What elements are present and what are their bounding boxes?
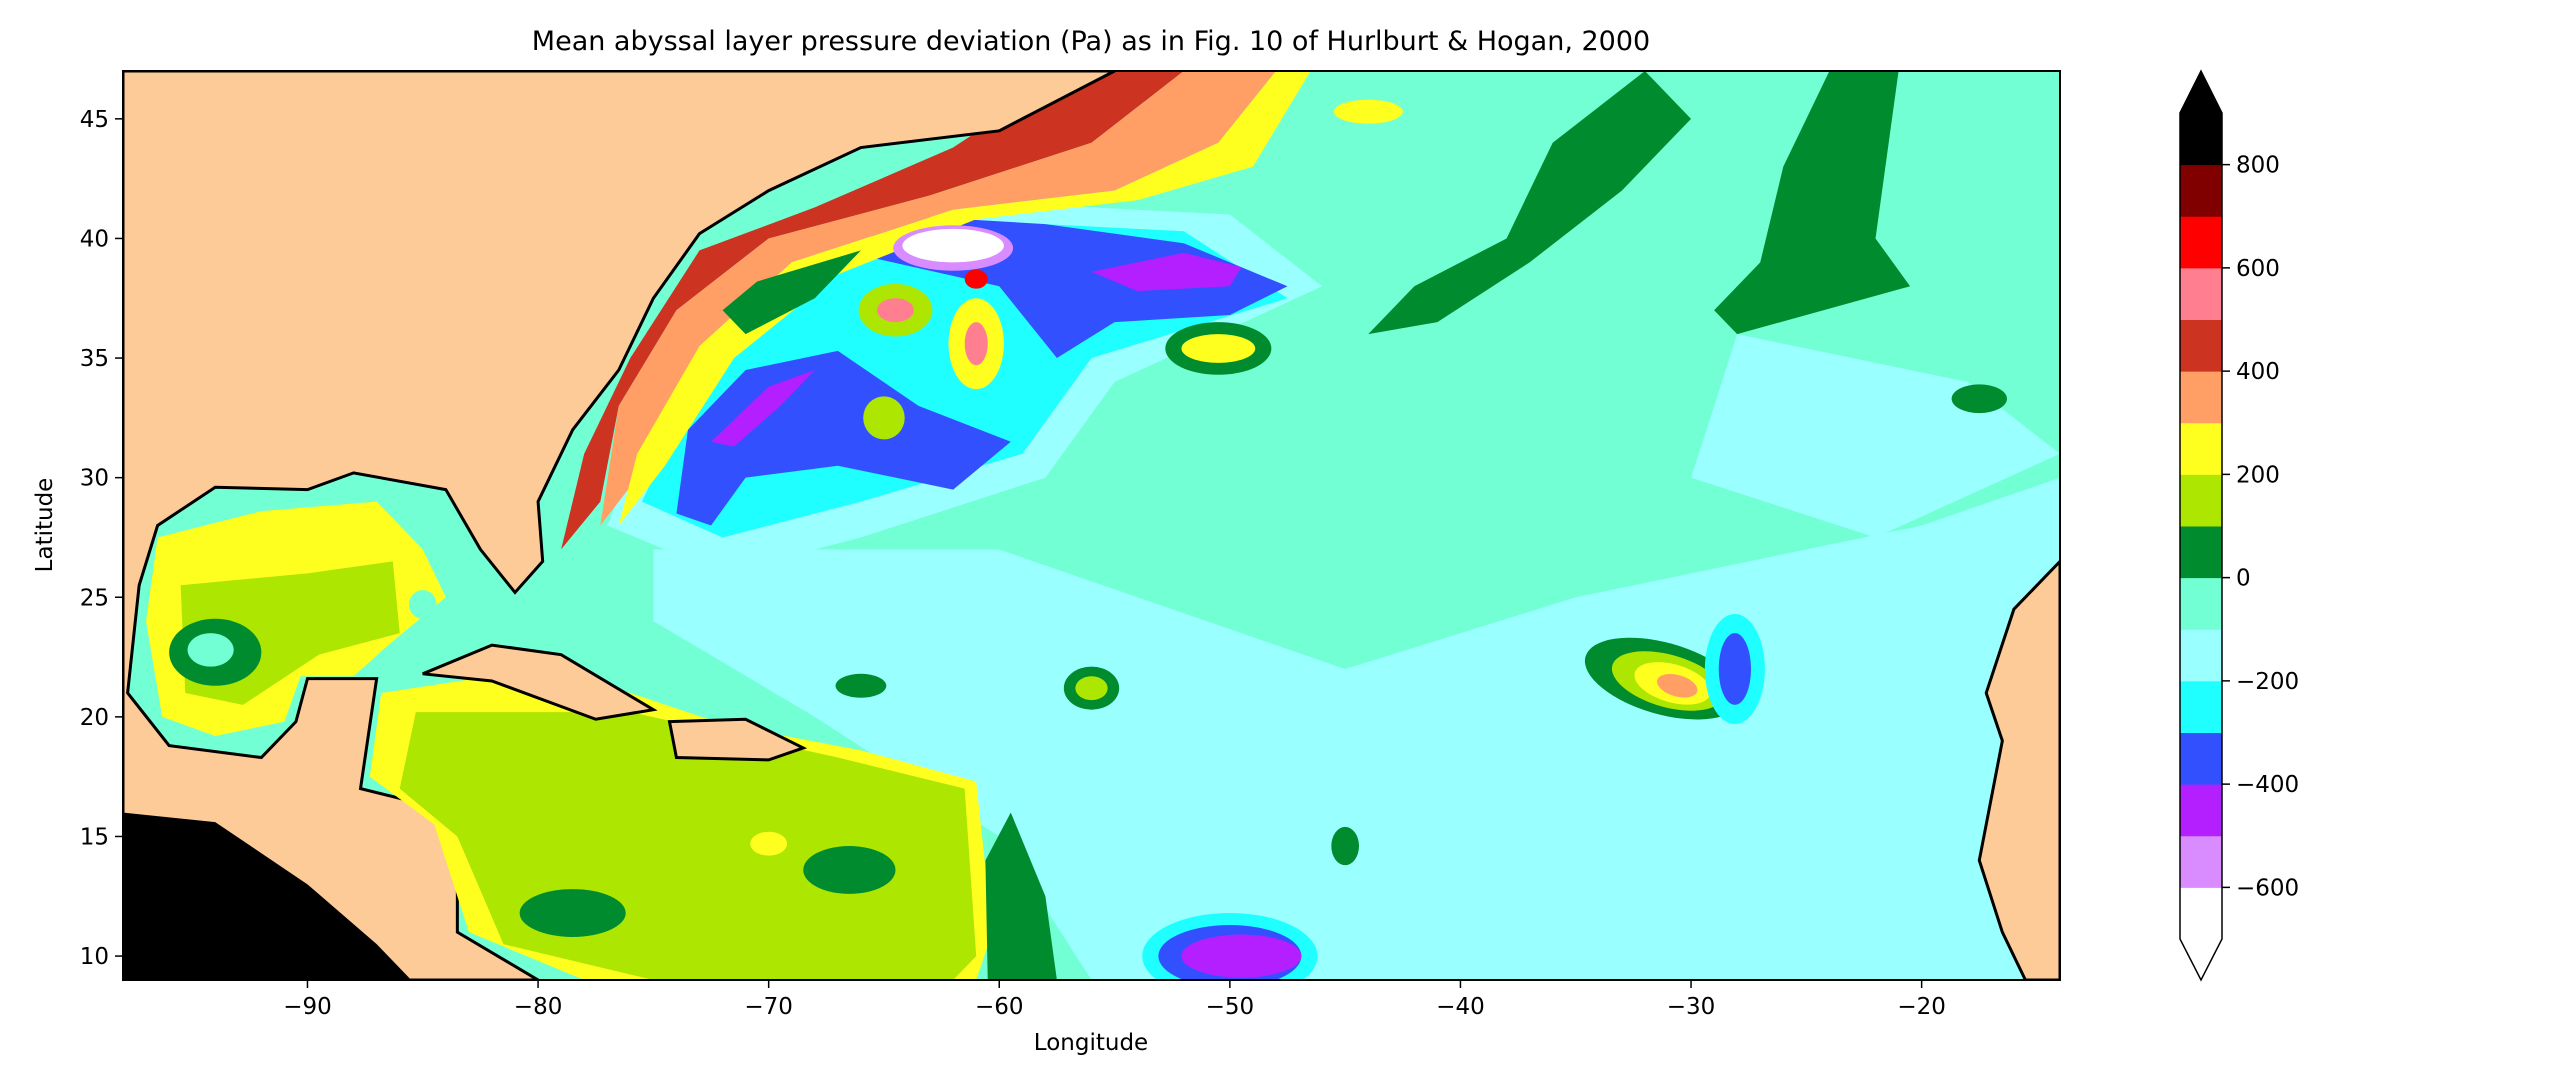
y-tick-label: 35 — [80, 346, 109, 372]
contour-northeast-green — [1368, 71, 1692, 335]
colorbar-band — [2180, 784, 2222, 837]
contour-gulf-aqua-east — [408, 590, 437, 619]
colorbar-tick-label: −200 — [2236, 669, 2299, 695]
eddy-ne-yellow — [1181, 334, 1256, 363]
colorbar-band — [2180, 164, 2222, 217]
eddy-green-small-3 — [1951, 384, 2007, 414]
colorbar-tick-label: −400 — [2236, 772, 2299, 798]
y-tick-label: 20 — [80, 705, 109, 731]
land-south-america-black — [123, 812, 412, 980]
colorbar-band — [2180, 267, 2222, 320]
eddy-slope-red-3 — [964, 269, 988, 289]
eddy-west-yellowgreen — [1075, 676, 1108, 701]
colorbar-band — [2180, 319, 2222, 372]
chart-title: Mean abyssal layer pressure deviation (P… — [532, 26, 1650, 57]
colorbar-band — [2180, 887, 2222, 940]
colorbar-tick-label: 0 — [2236, 566, 2251, 592]
colorbar-tick-label: 800 — [2236, 153, 2280, 179]
shelf-green-band — [722, 250, 861, 335]
y-tick-label: 30 — [80, 466, 109, 492]
contour-midatlantic-green — [1714, 71, 1911, 335]
colorbar-band — [2180, 474, 2222, 527]
plot-frame — [122, 70, 2061, 981]
contour-purple-south — [711, 370, 815, 447]
x-tick-label: −50 — [1206, 994, 1255, 1020]
colorbar-band — [2180, 732, 2222, 785]
eddy-east-blue — [1718, 633, 1752, 705]
colorbar-tick-label: 600 — [2236, 256, 2280, 282]
y-tick-label: 15 — [80, 824, 109, 850]
contour-caribbean-green-1 — [519, 889, 626, 937]
x-tick-label: −60 — [975, 994, 1024, 1020]
x-tick-label: −30 — [1667, 994, 1716, 1020]
y-axis: 10 15 20 25 30 35 40 45 — [80, 107, 123, 970]
y-tick-label: 25 — [80, 585, 109, 611]
map-plot-area — [123, 71, 2060, 980]
eddy-white-core — [902, 228, 1004, 263]
contour-guyana-green — [985, 812, 1057, 980]
eddy-green-small-2 — [1331, 826, 1359, 866]
colorbar-tick-label: 200 — [2236, 462, 2280, 488]
y-axis-label: Latitude — [32, 478, 58, 573]
x-axis-label: Longitude — [1034, 1030, 1148, 1056]
x-tick-label: −20 — [1897, 994, 1946, 1020]
colorbar: −600 −400 −200 0 200 400 600 800 — [2179, 69, 2299, 982]
shelf-yellow-band — [618, 71, 1311, 526]
colorbar-outline — [2179, 69, 2223, 982]
colorbar-extend-max — [2180, 71, 2222, 113]
y-tick-label: 45 — [80, 107, 109, 133]
y-tick-label: 40 — [80, 226, 109, 252]
contour-lightcyan-south — [653, 477, 2060, 980]
eddy-south-purple — [1181, 934, 1302, 978]
eddy-slope-yellowgreen-4 — [863, 396, 905, 440]
colorbar-band — [2180, 216, 2222, 269]
colorbar-band — [2180, 577, 2222, 630]
eddy-slope-pink-1 — [877, 298, 914, 323]
contour-gulf-aqua-core — [187, 633, 234, 667]
contour-caribbean-yellow-spot — [750, 831, 788, 856]
eddy-green-small-1 — [835, 673, 887, 698]
land-north-america — [123, 71, 1115, 980]
colorbar-band — [2180, 113, 2222, 166]
eddy-yellow-ne — [1333, 99, 1403, 124]
contour-lightcyan-east — [1691, 334, 2060, 538]
colorbar-band — [2180, 422, 2222, 475]
x-tick-label: −80 — [514, 994, 563, 1020]
colorbar-band — [2180, 526, 2222, 579]
y-tick-label: 10 — [80, 944, 109, 970]
colorbar-band — [2180, 629, 2222, 682]
colorbar-band — [2180, 835, 2222, 888]
land-hispaniola — [670, 719, 804, 760]
x-tick-label: −90 — [283, 994, 332, 1020]
contour-blue-gulfstream-south — [676, 350, 1011, 526]
x-axis: −90 −80 −70 −60 −50 −40 −30 −20 — [283, 980, 1946, 1020]
shelf-orange-band — [600, 71, 1276, 526]
land-africa — [1979, 561, 2060, 980]
colorbar-extend-min — [2180, 939, 2222, 980]
x-tick-label: −70 — [744, 994, 793, 1020]
colorbar-band — [2180, 371, 2222, 424]
contour-caribbean-green-2 — [803, 846, 896, 894]
x-tick-label: −40 — [1436, 994, 1485, 1020]
colorbar-band — [2180, 680, 2222, 733]
colorbar-tick-label: −600 — [2236, 875, 2299, 901]
shelf-redbrown-band — [561, 71, 1184, 550]
contour-purple-north — [1091, 252, 1242, 292]
eddy-east-orange — [1656, 673, 1698, 698]
land-cuba — [423, 645, 654, 719]
colorbar-tick-label: 400 — [2236, 359, 2280, 385]
eddy-slope-pink-2 — [964, 322, 988, 366]
